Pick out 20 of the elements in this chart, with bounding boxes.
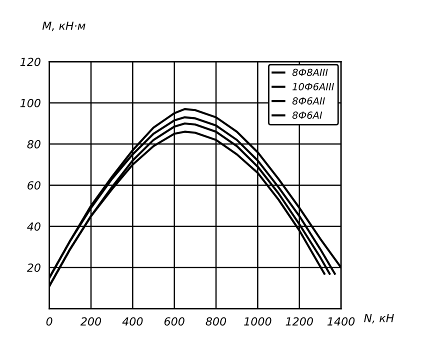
x-tick-label: 600 [164, 317, 184, 326]
x-tick-label: 400 [122, 317, 143, 326]
y-tick-label: 20 [26, 264, 40, 272]
x-tick-label: 1200 [286, 317, 313, 326]
x-tick-label: 800 [206, 317, 226, 326]
x-tick-label: 200 [80, 317, 102, 326]
legend-label: 8Ф8АIII [292, 68, 328, 76]
x-axis-title: N, кН [364, 314, 394, 324]
legend-label: 8Ф6АI [292, 112, 322, 119]
y-tick-label: 80 [27, 140, 40, 148]
y-tick-label: 40 [27, 222, 40, 231]
y-tick-label: 60 [28, 181, 40, 190]
legend-label: 10Ф6АIII [292, 82, 334, 90]
legend-label: 8Ф6АII [292, 97, 325, 105]
y-tick-label: 120 [20, 58, 40, 66]
y-axis-title: M, кН·м [42, 22, 86, 32]
x-tick-label: 1000 [244, 317, 272, 326]
x-tick-label: 1400 [327, 317, 355, 326]
x-tick-label: 0 [46, 317, 52, 326]
y-tick-label: 100 [20, 98, 40, 108]
